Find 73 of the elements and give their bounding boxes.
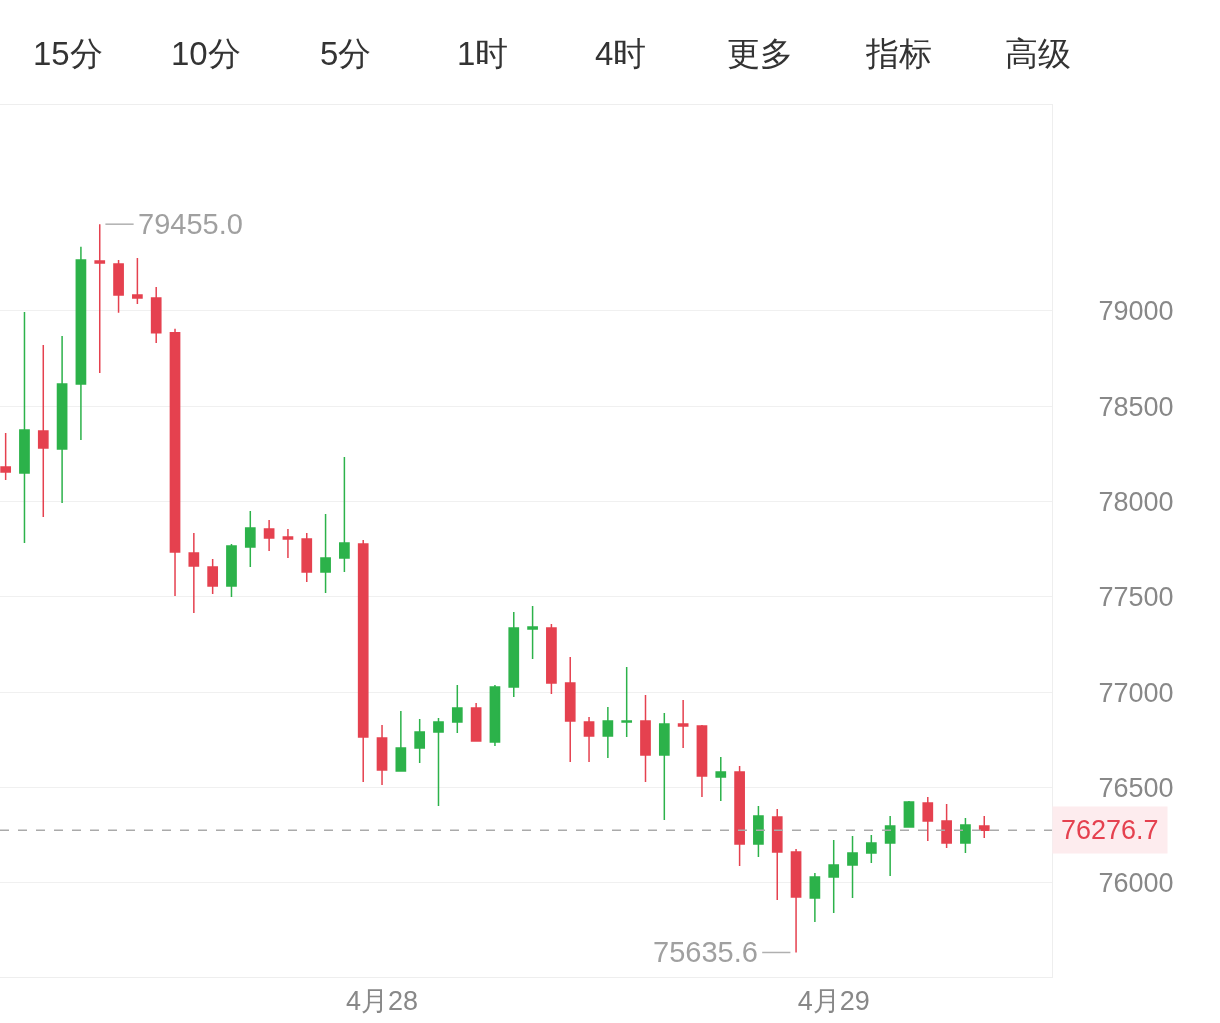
candlestick	[37, 344, 49, 518]
candlestick	[583, 716, 595, 763]
candlestick	[527, 605, 538, 660]
candlestick	[602, 706, 614, 759]
text: 高级	[1005, 35, 1071, 72]
candlestick	[56, 335, 68, 504]
candlestick	[658, 712, 670, 821]
text: 15分	[33, 35, 103, 72]
candlestick	[809, 872, 821, 923]
candlestick	[0, 432, 12, 481]
candlestick	[564, 656, 576, 763]
candlestick	[263, 519, 275, 552]
candlestick	[207, 558, 219, 595]
text: 1时	[457, 35, 509, 72]
candlestick	[301, 532, 313, 583]
text: 指标	[865, 35, 932, 72]
candlestick	[621, 666, 633, 738]
x-tick-label: 4月29	[797, 986, 870, 1017]
candlestick	[753, 805, 764, 858]
y-tick-label: 78000	[1098, 487, 1174, 518]
text: 5分	[320, 35, 372, 72]
text: 更多	[727, 35, 793, 72]
candlestick	[395, 710, 407, 772]
candlestick	[884, 815, 896, 877]
candlestick	[150, 286, 162, 344]
candlestick	[508, 611, 520, 698]
candlestick	[75, 246, 87, 441]
candlestick	[414, 718, 426, 764]
candlestick	[941, 803, 952, 849]
candlestick	[19, 311, 30, 544]
candlestick	[94, 223, 106, 374]
candlestick	[546, 623, 557, 695]
candlestick	[865, 834, 877, 864]
candlestick	[677, 699, 689, 749]
candlestick	[734, 765, 745, 867]
candlestick	[903, 800, 915, 828]
candlestick	[489, 684, 501, 747]
candlestick	[847, 835, 858, 899]
candlestick	[771, 808, 783, 901]
y-tick-label: 79000	[1098, 296, 1174, 327]
candlestick	[790, 848, 802, 954]
annotation: 79455.0	[138, 208, 243, 240]
candlestick	[113, 259, 124, 314]
candlestick	[339, 456, 350, 573]
candlestick	[226, 543, 237, 598]
candlestick	[132, 257, 143, 305]
candlestick	[376, 724, 388, 786]
candlestick	[960, 817, 971, 854]
x-tick-label: 4月28	[346, 986, 419, 1017]
candlestick	[169, 328, 181, 597]
y-tick-label: 76500	[1098, 773, 1174, 804]
candlestick	[282, 528, 294, 559]
candlestick	[357, 539, 369, 783]
candlestick	[188, 532, 200, 614]
ref-line-label: 76276.7	[1061, 815, 1159, 845]
annotation: 75635.6	[653, 936, 758, 968]
y-tick-label: 78500	[1098, 391, 1174, 422]
candlestick	[978, 815, 990, 839]
candlestick	[922, 796, 934, 842]
candlestick	[828, 839, 840, 914]
candlestick	[244, 510, 256, 568]
y-tick-label: 76000	[1098, 868, 1174, 899]
y-tick-label: 77500	[1098, 582, 1174, 613]
candlestick	[451, 684, 463, 734]
text: 10分	[171, 35, 241, 72]
candlestick	[696, 724, 708, 798]
y-tick-label: 77000	[1098, 677, 1174, 708]
text: 4时	[595, 35, 647, 72]
candlestick	[470, 702, 482, 742]
candlestick	[433, 717, 444, 807]
candlestick	[640, 694, 651, 783]
candlestick	[320, 513, 331, 594]
candlestick	[715, 756, 727, 802]
